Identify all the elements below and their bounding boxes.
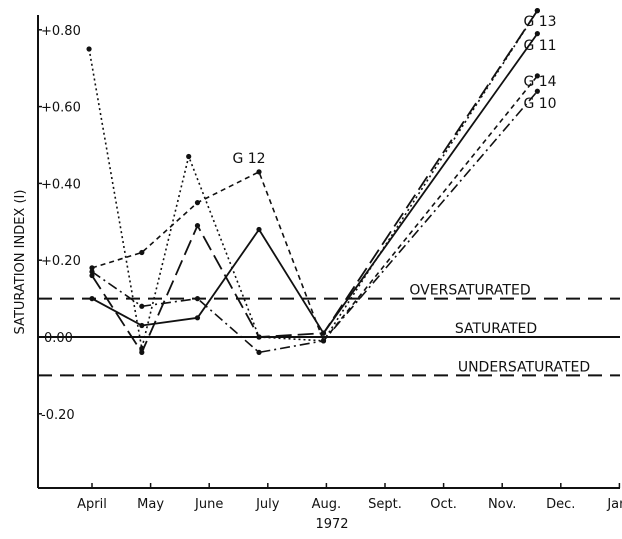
- data-point-g10: [256, 349, 262, 355]
- data-point-g13: [256, 334, 262, 340]
- y-tick-label: +0.60: [41, 101, 81, 116]
- data-point-g11: [256, 226, 262, 233]
- series-label: G 11: [523, 38, 556, 54]
- data-point-g13: [320, 330, 327, 336]
- data-series: [86, 8, 540, 355]
- y-tick-label: +0.20: [41, 254, 81, 269]
- axis-ticks: [38, 29, 621, 488]
- data-point-g11: [534, 31, 540, 37]
- reference-line-label: UNDERSATURATED: [458, 359, 590, 375]
- data-point-g12: [186, 153, 192, 160]
- x-tick-label: Jan.: [606, 497, 622, 512]
- data-point-g14: [534, 73, 540, 79]
- y-tick-label: +0.80: [41, 24, 81, 39]
- data-point-g13: [139, 349, 145, 355]
- data-point-g10: [139, 303, 145, 309]
- x-tick-label: Dec.: [546, 497, 575, 512]
- series-line-g12: [88, 10, 539, 350]
- x-tick-label: Sept.: [368, 497, 402, 512]
- data-point-g14: [89, 265, 95, 271]
- y-tick-label: +0.40: [41, 177, 81, 192]
- x-tick-label: May: [137, 497, 164, 512]
- data-point-g11: [194, 315, 201, 321]
- data-point-g10: [534, 88, 540, 94]
- data-point-g14: [256, 169, 262, 175]
- x-tick-label: April: [77, 497, 107, 512]
- series-label: G 13: [523, 14, 556, 30]
- x-tick-label: July: [255, 497, 280, 512]
- x-tick-label: Oct.: [430, 497, 457, 512]
- data-point-g14: [320, 338, 327, 344]
- data-point-g13: [89, 272, 95, 279]
- data-point-g14: [194, 200, 201, 206]
- x-axis-title: 1972: [315, 517, 348, 532]
- x-tick-label: June: [194, 497, 223, 512]
- reference-lines: [38, 297, 620, 377]
- data-point-g11: [89, 296, 95, 302]
- series-label: G 10: [523, 96, 556, 112]
- series-line-g14: [91, 75, 539, 342]
- series-label: G 14: [523, 74, 556, 90]
- series-label: G 12: [232, 151, 265, 167]
- data-point-g11: [139, 322, 145, 329]
- x-tick-label: Aug.: [312, 497, 342, 512]
- y-tick-label: -0.20: [41, 408, 75, 423]
- chart-labels: OVERSATURATED SATURATED UNDERSATURATED +0.8…: [41, 14, 622, 512]
- y-tick-label: 0.00: [44, 331, 73, 346]
- data-point-g12: [86, 46, 92, 52]
- data-point-g14: [139, 249, 145, 256]
- data-point-g13: [534, 8, 540, 14]
- x-tick-label: Nov.: [488, 497, 517, 512]
- series-line-g11: [91, 33, 539, 335]
- reference-line-label: OVERSATURATED: [409, 283, 530, 299]
- series-line-g13: [91, 10, 539, 354]
- data-point-g13: [194, 223, 201, 229]
- reference-line-label: SATURATED: [455, 321, 537, 337]
- y-axis-title: SATURATION INDEX (I): [13, 190, 28, 335]
- data-point-g10: [89, 269, 95, 275]
- data-point-g10: [194, 296, 201, 302]
